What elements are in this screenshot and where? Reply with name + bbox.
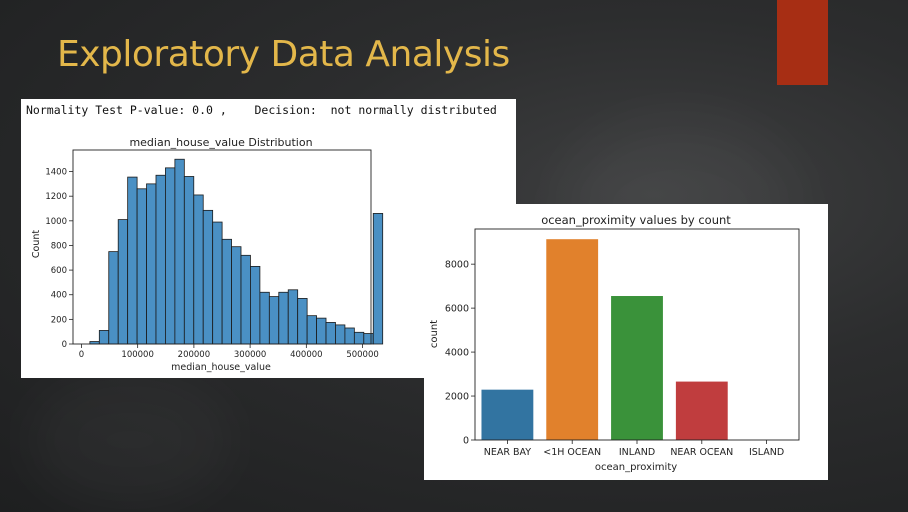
histogram-bar (108, 251, 119, 345)
histogram-bar (202, 209, 214, 345)
x-axis-label: median_house_value (171, 362, 271, 373)
y-tick-label: 8000 (445, 260, 469, 271)
histogram-bar (268, 296, 280, 345)
y-tick-label: 0 (463, 436, 469, 447)
accent-block (777, 0, 828, 85)
histogram-bar (353, 331, 365, 345)
histogram-bar (193, 194, 204, 345)
y-tick-label: 1400 (45, 168, 67, 178)
x-tick-label: 200000 (178, 350, 210, 360)
x-tick-label: 100000 (121, 350, 153, 360)
y-tick-label: 4000 (445, 348, 469, 359)
histogram-bar (306, 315, 317, 345)
chart-title: ocean_proximity values by count (541, 213, 731, 227)
histogram-bar (165, 167, 176, 345)
histogram-bar (221, 238, 232, 345)
histogram-bar (127, 176, 138, 345)
histogram-bar (155, 174, 166, 345)
category-bar (546, 239, 599, 440)
category-bar (611, 296, 663, 440)
category-bar (481, 389, 534, 440)
y-tick-label: 0 (62, 340, 67, 350)
x-tick-label: ISLAND (749, 447, 784, 458)
histogram-bar (183, 176, 195, 345)
y-tick-label: 2000 (445, 392, 469, 403)
histogram-bar (344, 327, 355, 345)
histogram-bar (259, 291, 270, 345)
histogram-bar (117, 219, 129, 345)
histogram-bar (325, 322, 336, 345)
y-tick-label: 1000 (45, 217, 67, 227)
category-bar (675, 381, 728, 440)
bar-chart-panel: ocean_proximity values by count count oc… (424, 204, 828, 480)
histogram-bar (174, 158, 185, 345)
y-tick-label: 200 (51, 315, 67, 325)
histogram-bar (372, 213, 384, 345)
y-tick-label: 6000 (445, 304, 469, 315)
plot-frame (474, 228, 800, 441)
histogram-bar (363, 333, 374, 345)
chart-title: median_house_value Distribution (129, 136, 312, 149)
histogram-bar (278, 291, 289, 345)
x-tick-label: NEAR BAY (484, 447, 532, 458)
histogram-bar (146, 183, 157, 345)
y-tick-label: 400 (51, 291, 67, 301)
normality-test-result: Normality Test P-value: 0.0 , Decision: … (26, 103, 497, 117)
slide-title: Exploratory Data Analysis (57, 34, 510, 75)
histogram-chart: median_house_value Distribution Count me… (31, 136, 384, 373)
x-tick-label: 300000 (234, 350, 266, 360)
x-axis-label: ocean_proximity (595, 462, 677, 473)
x-tick-label: 0 (79, 350, 84, 360)
histogram-bar (212, 221, 223, 345)
y-tick-label: 1200 (45, 192, 67, 202)
ocean-proximity-chart: ocean_proximity values by count count oc… (429, 213, 800, 473)
x-tick-label: 500000 (346, 350, 378, 360)
y-axis-label: count (429, 320, 440, 348)
histogram-bar (231, 246, 242, 345)
x-tick-label: INLAND (619, 447, 655, 458)
histogram-bar (240, 254, 251, 345)
x-tick-label: NEAR OCEAN (670, 447, 733, 458)
y-axis-label: Count (31, 230, 42, 258)
histogram-bar (335, 324, 346, 345)
x-tick-label: <1H OCEAN (543, 447, 601, 458)
y-tick-label: 600 (51, 266, 67, 276)
histogram-bar (98, 330, 110, 345)
background-glow (30, 380, 230, 500)
histogram-bar (297, 298, 308, 345)
histogram-bar (136, 188, 147, 345)
histogram-bar (287, 289, 299, 345)
y-tick-label: 800 (51, 241, 67, 251)
histogram-bar (250, 265, 261, 345)
x-tick-label: 400000 (290, 350, 322, 360)
plot-frame (72, 149, 372, 345)
histogram-bar (316, 317, 327, 345)
